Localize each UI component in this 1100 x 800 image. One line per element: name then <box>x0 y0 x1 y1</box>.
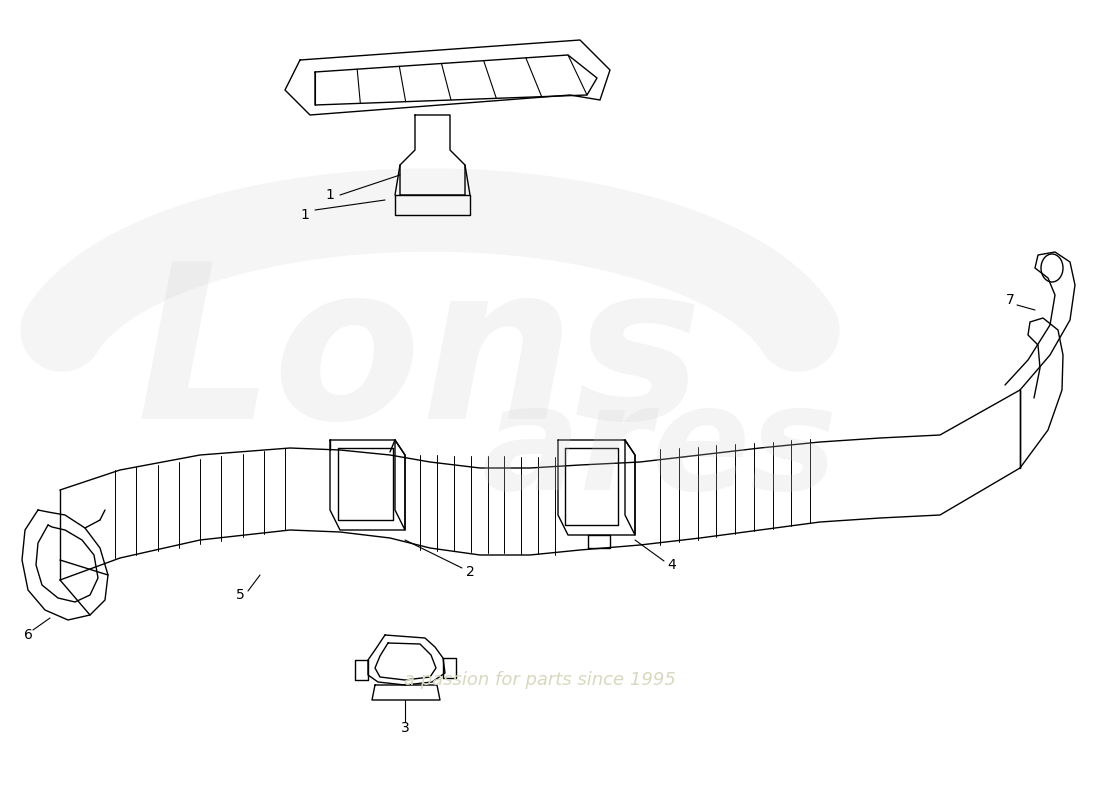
Text: 5: 5 <box>235 588 244 602</box>
Text: ares: ares <box>482 379 838 521</box>
Text: 4: 4 <box>668 558 676 572</box>
Text: 6: 6 <box>23 628 32 642</box>
Text: 1: 1 <box>300 208 309 222</box>
Text: Lons: Lons <box>136 255 703 465</box>
Text: 3: 3 <box>400 721 409 735</box>
Text: 7: 7 <box>1005 293 1014 307</box>
Text: 2: 2 <box>465 565 474 579</box>
Text: a passion for parts since 1995: a passion for parts since 1995 <box>404 671 675 689</box>
Text: 1: 1 <box>326 188 334 202</box>
